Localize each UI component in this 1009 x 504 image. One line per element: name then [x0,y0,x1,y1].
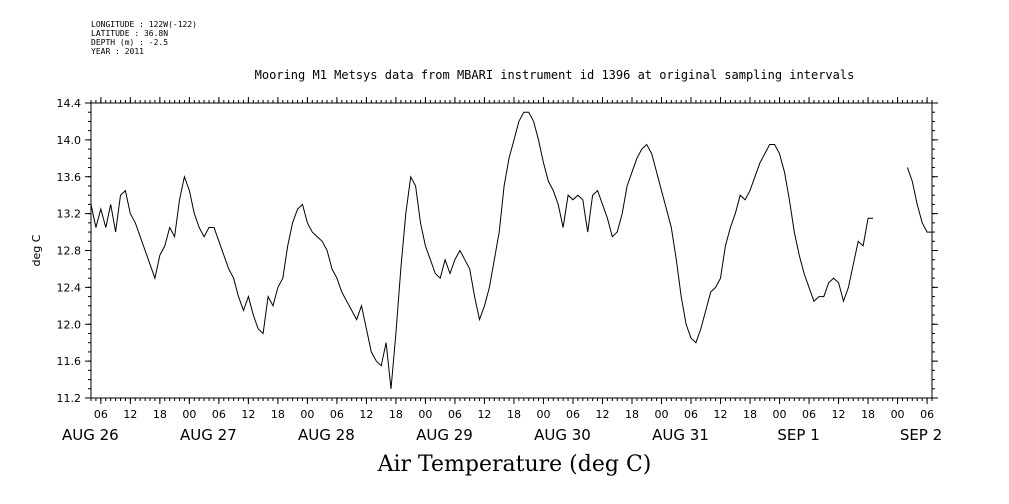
x-day-label: AUG 27 [180,426,237,444]
x-tick-label: 18 [271,408,285,421]
x-tick-label: 12 [123,408,137,421]
latitude-label: LATITUDE : 36.8N [91,29,169,38]
year-label: YEAR : 2011 [91,47,144,56]
x-tick-label: 18 [625,408,639,421]
x-tick-label: 12 [241,408,255,421]
x-tick-label: 12 [595,408,609,421]
x-tick-label: 06 [684,408,698,421]
x-day-label: AUG 29 [416,426,473,444]
x-tick-label: 12 [714,408,728,421]
metadata-block: LONGITUDE : 122W(-122) LATITUDE : 36.8N … [91,20,197,56]
x-tick-label: 00 [418,408,432,421]
x-tick-label: 00 [891,408,905,421]
x-day-label: AUG 28 [298,426,355,444]
y-tick-label: 11.6 [57,355,82,368]
y-tick-label: 13.6 [57,171,82,184]
x-tick-label: 18 [507,408,521,421]
y-tick-label: 12.4 [57,281,82,294]
x-tick-label: 12 [359,408,373,421]
series-line [90,111,932,389]
x-tick-label: 00 [182,408,196,421]
y-tick-label: 12.8 [57,245,82,258]
x-tick-label: 06 [94,408,108,421]
x-tick-label: 18 [153,408,167,421]
x-tick-label: 00 [536,408,550,421]
y-tick-label: 14.4 [57,97,82,110]
y-tick-label: 14.0 [57,134,82,147]
x-tick-label: 12 [832,408,846,421]
y-tick-label: 12.0 [57,318,82,331]
depth-label: DEPTH (m) : -2.5 [91,38,169,47]
y-axis-label: deg C [30,234,43,266]
chart-title: Mooring M1 Metsys data from MBARI instru… [254,68,855,82]
x-tick-label: 06 [802,408,816,421]
x-tick-label: 18 [861,408,875,421]
x-tick-label: 18 [743,408,757,421]
x-tick-label: 06 [566,408,580,421]
x-tick-label: 00 [773,408,787,421]
x-tick-label: 06 [212,408,226,421]
x-tick-label: 06 [330,408,344,421]
x-tick-label: 18 [389,408,403,421]
chart-bottom-title: Air Temperature (deg C) [377,452,652,477]
x-tick-label: 00 [655,408,669,421]
x-day-label: SEP 1 [777,426,819,444]
y-tick-label: 11.2 [57,392,82,405]
x-tick-label: 06 [920,408,934,421]
longitude-label: LONGITUDE : 122W(-122) [91,20,197,29]
x-tick-label: 06 [448,408,462,421]
x-day-label: AUG 31 [652,426,709,444]
x-day-label: AUG 26 [62,426,119,444]
x-day-label: AUG 30 [534,426,591,444]
y-tick-label: 13.2 [57,208,82,221]
x-day-label: SEP 2 [900,426,942,444]
x-tick-label: 00 [300,408,314,421]
x-tick-label: 12 [477,408,491,421]
